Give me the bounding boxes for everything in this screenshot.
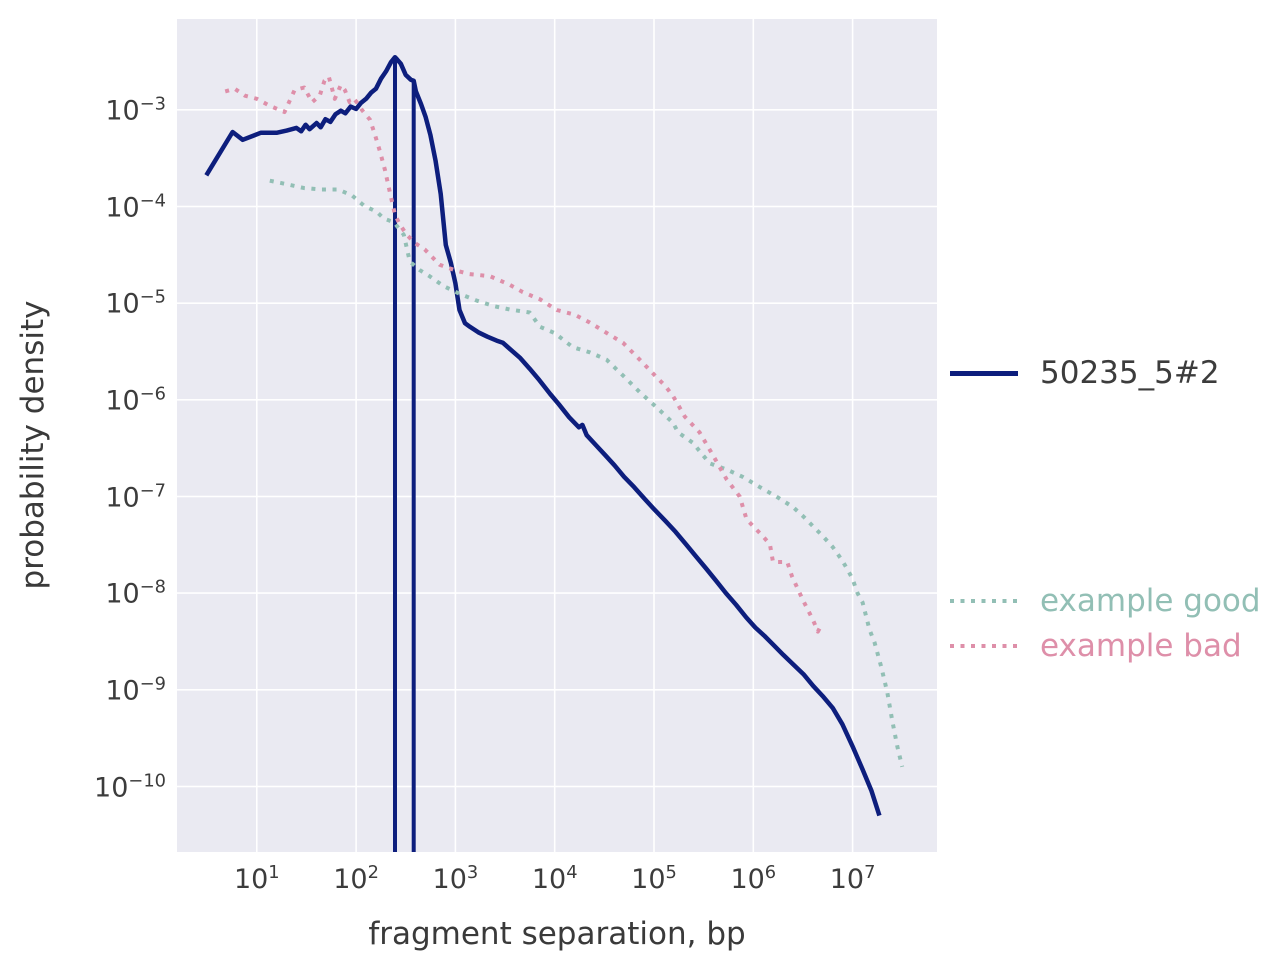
y-tick-label: 10−7: [105, 480, 166, 513]
x-tick-label: 101: [233, 862, 280, 895]
y-tick-label: 10−9: [105, 673, 166, 707]
series-group: [204, 54, 905, 852]
legend-label-sample: 50235_5#2: [1040, 355, 1220, 391]
legend-item-sample: 50235_5#2: [950, 355, 1220, 391]
legend-line-sample-dotted-bad: [950, 644, 1018, 648]
y-tick-label: 10−5: [105, 286, 166, 320]
y-axis-label: probability density: [15, 300, 51, 590]
y-tick-label: 10−4: [105, 190, 166, 223]
y-tick-label: 10−6: [105, 383, 166, 417]
series-line-2: [224, 74, 824, 634]
y-tick-label: 10−10: [94, 770, 166, 803]
x-tick-label: 107: [829, 862, 876, 895]
x-tick-label: 104: [531, 862, 578, 895]
legend-item-example-bad: example bad: [950, 628, 1242, 664]
legend-label-example-good: example good: [1040, 583, 1261, 619]
plot-background: [177, 19, 937, 852]
x-tick-label: 102: [333, 862, 379, 895]
legend-line-sample-dotted-good: [950, 599, 1018, 603]
series-line-1: [269, 178, 905, 768]
x-tick-label: 103: [432, 862, 479, 895]
x-tick-label: 106: [730, 862, 777, 895]
gridlines: [177, 19, 937, 852]
y-tick-label: 10−8: [105, 576, 166, 610]
series-line-0: [204, 54, 882, 817]
x-tick-label: 105: [631, 862, 677, 895]
x-axis-label: fragment separation, bp: [368, 916, 746, 952]
y-tick-label: 10−3: [105, 93, 166, 127]
legend-item-example-good: example good: [950, 583, 1261, 619]
legend-label-example-bad: example bad: [1040, 628, 1242, 664]
legend-line-sample-solid: [950, 370, 1018, 376]
